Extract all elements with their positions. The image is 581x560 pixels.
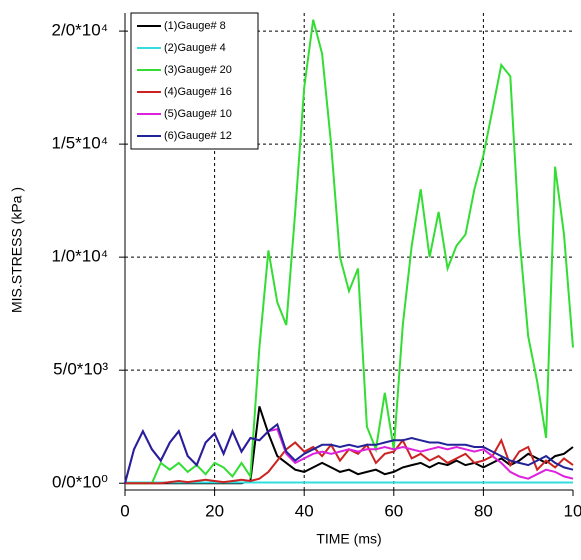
y-tick-label: 5/0*10³: [53, 360, 108, 379]
x-axis-label: TIME (ms): [316, 531, 381, 547]
x-tick-label: 0: [120, 501, 129, 520]
x-tick-label: 20: [205, 501, 224, 520]
legend-label: (2)Gauge# 4: [164, 42, 226, 54]
y-tick-label: 0/0*10⁰: [52, 473, 108, 492]
legend-label: (6)Gauge# 12: [164, 130, 232, 142]
legend-label: (4)Gauge# 16: [164, 86, 232, 98]
x-tick-label: 80: [474, 501, 493, 520]
legend-label: (5)Gauge# 10: [164, 108, 232, 120]
y-tick-label: 2/0*10⁴: [52, 21, 108, 40]
x-tick-label: 10: [564, 501, 581, 520]
x-tick-label: 60: [384, 501, 403, 520]
series-line: [125, 19, 574, 485]
legend-label: (1)Gauge# 8: [164, 20, 226, 32]
series-line: [124, 427, 574, 484]
x-tick-label: 40: [295, 501, 314, 520]
series-line: [124, 422, 574, 484]
y-tick-label: 1/5*10⁴: [52, 134, 108, 153]
y-tick-label: 1/0*10⁴: [52, 247, 108, 266]
y-axis-label: MIS.STRESS (kPa ): [9, 187, 25, 313]
legend-label: (3)Gauge# 20: [164, 64, 232, 76]
legend-box: [130, 12, 259, 150]
